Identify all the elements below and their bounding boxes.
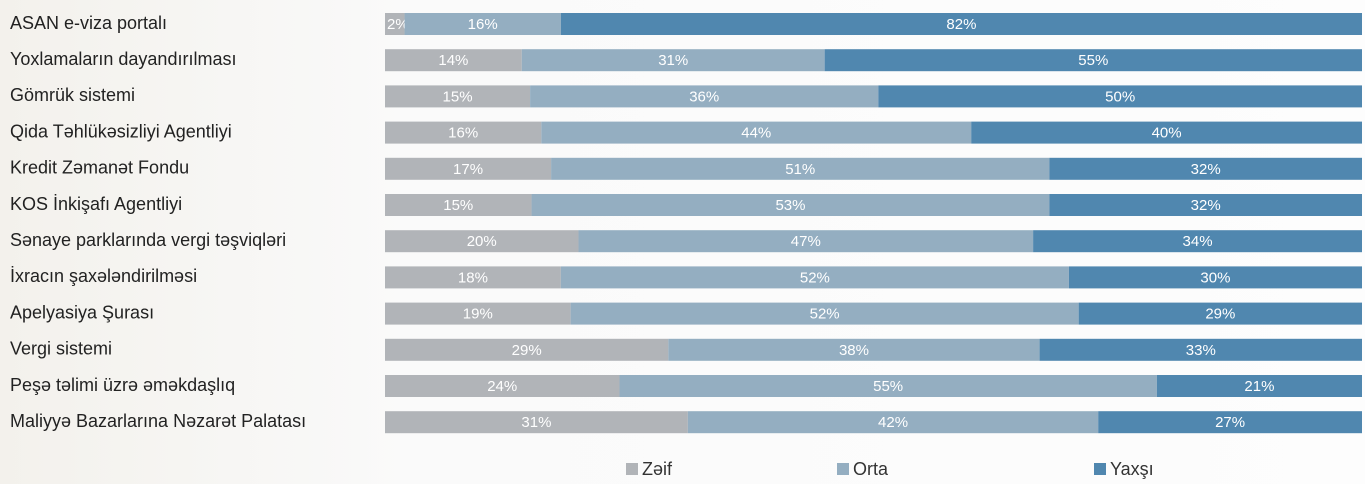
category-label: ASAN e-viza portalı (10, 13, 167, 33)
bar-segment (385, 411, 688, 434)
bar-segment (521, 49, 825, 72)
value-label: 50% (1105, 88, 1135, 105)
value-label: 20% (467, 233, 497, 250)
value-label: 36% (689, 88, 719, 105)
bar-segment (385, 13, 405, 35)
category-label: Qida Təhlükəsizliyi Agentliyi (10, 121, 232, 141)
bar-segment (878, 85, 1362, 108)
value-label: 53% (775, 197, 805, 214)
value-label: 14% (438, 52, 468, 69)
bar-segment (530, 85, 879, 108)
value-label: 34% (1183, 233, 1213, 250)
bar-segment (578, 230, 1034, 253)
value-label: 31% (521, 414, 551, 431)
bar-segment (385, 375, 620, 397)
value-label: 24% (487, 378, 517, 395)
bar-segment (385, 338, 669, 361)
value-label: 2% (387, 16, 409, 33)
value-label: 16% (448, 125, 478, 142)
value-label: 27% (1215, 414, 1245, 431)
value-label: 82% (946, 16, 976, 33)
value-label: 30% (1200, 269, 1230, 286)
value-label: 42% (878, 414, 908, 431)
bar-segment (1098, 411, 1362, 434)
bar-segment (1156, 375, 1362, 397)
bar-segment (1078, 302, 1362, 325)
bar-segment (971, 121, 1362, 144)
category-label: Maliyyə Bazarlarına Nəzarət Palatası (10, 411, 306, 431)
bar-segment (560, 13, 1362, 35)
value-label: 52% (810, 306, 840, 323)
bar-segment (385, 157, 552, 180)
legend-swatch (626, 463, 638, 475)
legend-swatch (1094, 463, 1106, 475)
bar-segment (1049, 194, 1362, 216)
value-label: 19% (463, 306, 493, 323)
category-label: İxracın şaxələndirilməsi (10, 266, 197, 286)
value-label: 15% (443, 197, 473, 214)
value-label: 17% (453, 161, 483, 178)
bar-segment (404, 13, 561, 35)
bar-segment (1068, 266, 1362, 289)
bar-segment (560, 266, 1069, 289)
value-label: 51% (785, 161, 815, 178)
value-label: 15% (443, 88, 473, 105)
bar-segment (531, 194, 1050, 216)
bar-segment (1049, 157, 1362, 180)
value-label: 38% (839, 342, 869, 359)
value-label: 16% (468, 16, 498, 33)
category-label: Peşə təlimi üzrə əməkdaşlıq (10, 375, 235, 395)
bar-segment (541, 121, 972, 144)
value-label: 29% (1205, 306, 1235, 323)
value-label: 21% (1244, 378, 1274, 395)
category-label: Sənaye parklarında vergi təşviqləri (10, 230, 286, 250)
category-label: KOS İnkişafı Agentliyi (10, 194, 182, 214)
value-label: 18% (458, 269, 488, 286)
bar-segment (385, 49, 522, 72)
bar-segment (687, 411, 1099, 434)
legend-label: Zəif (642, 459, 673, 479)
value-label: 29% (512, 342, 542, 359)
value-label: 40% (1152, 125, 1182, 142)
bar-segment (668, 338, 1040, 361)
value-label: 44% (741, 125, 771, 142)
bar-segment (385, 230, 579, 253)
category-label: Gömrük sistemi (10, 85, 135, 105)
value-label: 55% (873, 378, 903, 395)
category-label: Apelyasiya Şurası (10, 302, 154, 322)
category-label: Kredit Zəmanət Fondu (10, 158, 189, 178)
bar-segment (619, 375, 1157, 397)
value-label: 32% (1191, 161, 1221, 178)
bar-segment (1033, 230, 1362, 253)
bar-segment (385, 266, 561, 289)
bar-segment (385, 85, 531, 108)
legend-swatch (837, 463, 849, 475)
value-label: 55% (1078, 52, 1108, 69)
value-label: 52% (800, 269, 830, 286)
category-label: Vergi sistemi (10, 339, 112, 359)
bar-segment (551, 157, 1050, 180)
value-label: 32% (1191, 197, 1221, 214)
category-label: Yoxlamaların dayandırılması (10, 49, 236, 69)
value-label: 31% (658, 52, 688, 69)
value-label: 47% (791, 233, 821, 250)
bar-segment (570, 302, 1079, 325)
bar-segment (385, 194, 532, 216)
bar-segment (824, 49, 1362, 72)
bar-segment (385, 121, 542, 144)
bar-segment (1039, 338, 1362, 361)
legend-label: Orta (853, 459, 889, 479)
legend-label: Yaxşı (1110, 459, 1154, 479)
value-label: 33% (1186, 342, 1216, 359)
bar-segment (385, 302, 571, 325)
